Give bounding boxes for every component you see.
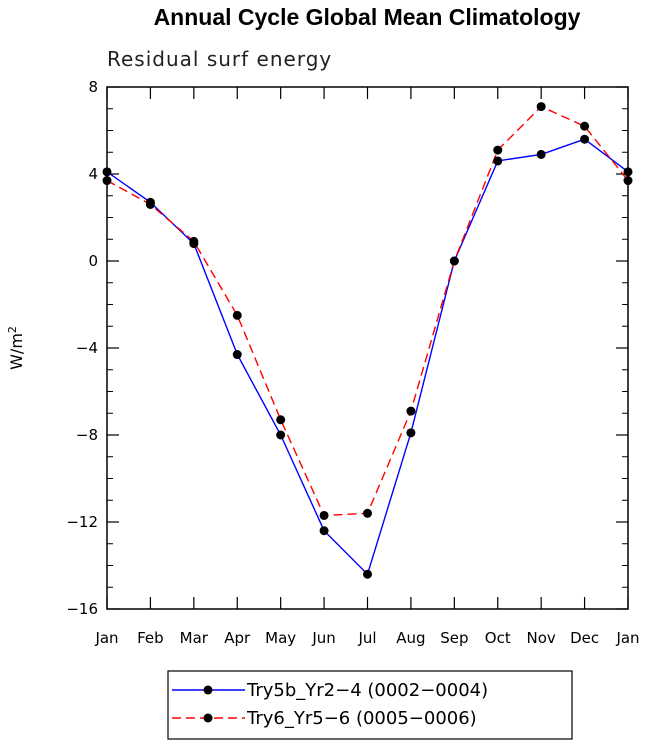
series-2-point [189,236,199,246]
series-2-point [406,406,416,416]
x-tick-label: Sep [440,629,468,647]
series-1-point [580,134,590,144]
x-tick-label: Dec [570,629,599,647]
series-2-point [276,415,286,425]
x-tick-label: Apr [224,629,251,647]
x-tick-label: May [265,629,296,647]
y-tick-label: 0 [88,252,98,270]
series-1-point [406,428,416,438]
series-1-point [102,167,112,177]
y-tick-label: −8 [76,426,98,444]
series-line-2 [106,105,629,517]
plot-frame [106,86,629,610]
x-tick-label: Jul [357,629,376,647]
series-1-point [536,149,546,159]
x-tick-label: Nov [527,629,556,647]
series-2-point [319,510,329,520]
series-layer [102,102,633,579]
y-tick-label: −4 [76,339,98,357]
legend-marker-2 [203,713,213,723]
series-1-point [363,569,372,579]
y-tick-label: 8 [88,78,98,96]
minor-ticks [107,108,628,588]
y-tick-label: −16 [66,600,98,618]
series-2-point [449,256,459,266]
legend-label-2: Try6_Yr5−6 (0005−0006) [246,708,477,729]
series-1-point [493,156,503,166]
series-1-point [276,430,286,440]
series-1-point [232,350,242,360]
x-axis-tick-labels: Jan Feb Mar Apr May Jun Jul Aug Sep Oct Nov Dec Jan [94,629,639,647]
x-tick-label: Aug [396,629,425,647]
x-tick-label: Jan [615,629,639,647]
series-2-point [623,176,633,186]
series-2-point [145,199,155,209]
chart-subtitle: Residual surf energy [107,47,332,71]
x-tick-label: Mar [180,629,209,647]
x-tick-label: Jun [311,629,335,647]
chart-title: Annual Cycle Global Mean Climatology [154,4,581,30]
series-2-point [102,176,112,186]
y-tick-label: 4 [88,165,98,183]
series-2-point [232,310,242,320]
y-axis-tick-labels: 8 4 0 −4 −8 −12 −16 [66,78,98,618]
x-tick-label: Feb [137,629,164,647]
y-tick-label: −12 [66,513,98,531]
y-axis-label: W/m2 [6,326,26,370]
legend [167,670,573,740]
series-1-point [319,526,329,536]
series-2-point [493,145,503,155]
series-2-point [363,508,372,518]
x-tick-label: Oct [485,629,511,647]
x-tick-label: Jan [94,629,118,647]
legend-entries: Try5b_Yr2−4 (0002−0004) Try6_Yr5−6 (0005−… [172,680,488,729]
major-ticks [106,86,629,610]
series-2-point [580,121,590,131]
legend-label-1: Try5b_Yr2−4 (0002−0004) [246,680,488,701]
series-1-point [623,167,633,177]
legend-marker-1 [203,685,213,695]
series-2-point [536,102,546,112]
